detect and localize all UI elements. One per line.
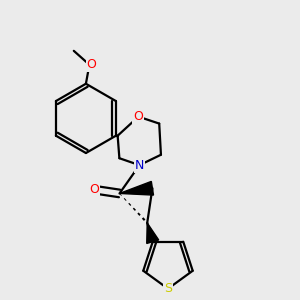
- Polygon shape: [119, 182, 154, 195]
- Polygon shape: [147, 223, 159, 244]
- Text: O: O: [134, 110, 143, 123]
- Text: O: O: [86, 58, 96, 71]
- Text: O: O: [89, 183, 99, 196]
- Text: N: N: [135, 159, 144, 172]
- Text: S: S: [164, 282, 172, 295]
